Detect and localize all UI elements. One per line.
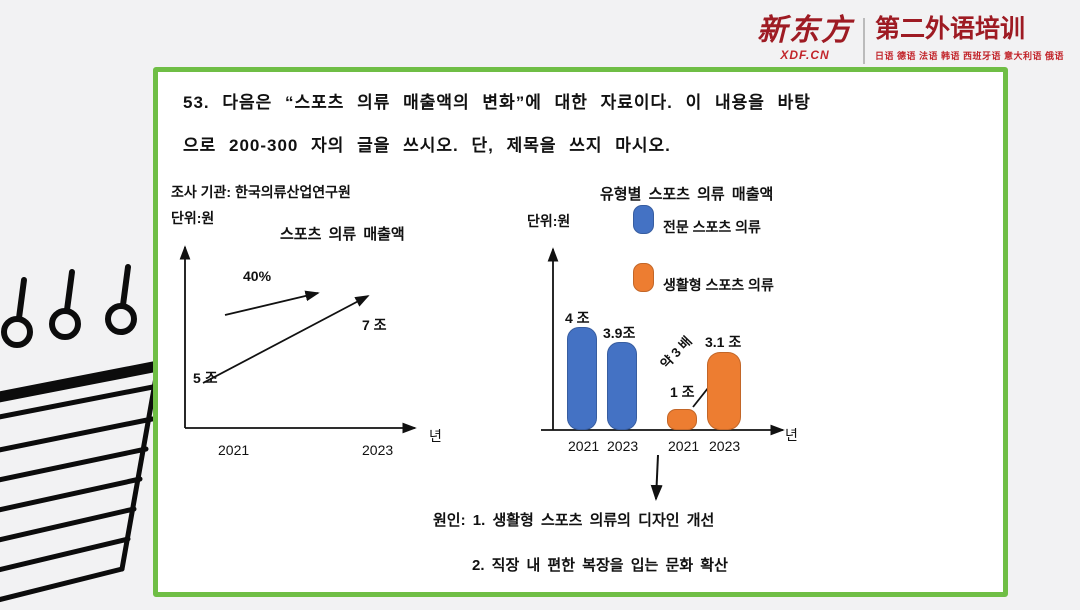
legend-swatch-lifestyle <box>633 263 654 292</box>
notebook-doodle-icon <box>0 264 164 603</box>
bar-value-professional-2023: 3.9조 <box>603 325 636 341</box>
bar-value-lifestyle-2023: 3.1 조 <box>705 334 742 350</box>
brand-logo-right: 第二外语培训 日语 德语 法语 韩语 西班牙语 意大利语 俄语 <box>874 15 1064 62</box>
legend-swatch-professional <box>633 205 654 234</box>
brand-division: 第二外语培训 <box>874 15 1025 43</box>
right-chart-title: 유형별 스포츠 의류 매출액 <box>600 186 774 203</box>
growth-percent-label: 40% <box>243 268 272 284</box>
line-chart-axes <box>179 245 417 434</box>
value-5jo-label: 5 조 <box>193 370 218 386</box>
bar-professional-2021 <box>567 327 597 430</box>
right-tick-2021-a: 2021 <box>568 438 600 454</box>
question-panel: 53. 다음은 “스포츠 의류 매출액의 변화”에 대한 자료이다. 이 내용을… <box>153 67 1008 597</box>
right-tick-2023-b: 2023 <box>709 438 741 454</box>
survey-source-label: 조사 기관: 한국의류산업연구원 <box>171 184 351 200</box>
bar-lifestyle-2023 <box>707 352 741 430</box>
right-axis-year-label: 년 <box>785 427 798 443</box>
legend-label-lifestyle: 생활형 스포츠 의류 <box>663 277 774 293</box>
brand-domain: XDF.CN <box>780 48 830 62</box>
legend-label-professional: 전문 스포츠 의류 <box>663 219 761 235</box>
question-line-2: 으로 200-300 자의 글을 쓰시오. 단, 제목을 쓰지 마시오. <box>183 136 671 155</box>
left-chart-title: 스포츠 의류 매출액 <box>280 226 405 243</box>
value-7jo-label: 7 조 <box>362 317 387 333</box>
cause-line-2: 2. 직장 내 편한 복장을 입는 문화 확산 <box>472 557 728 574</box>
bar-value-professional-2021: 4 조 <box>565 310 590 326</box>
cause-arrow-icon <box>650 454 663 501</box>
left-unit-label: 단위:원 <box>171 210 215 226</box>
left-tick-2023: 2023 <box>362 442 394 458</box>
brand-languages: 日语 德语 法语 韩语 西班牙语 意大利语 俄语 <box>874 50 1064 61</box>
brand-name: 新东方 <box>756 14 853 47</box>
left-axis-year-label: 년 <box>429 428 442 444</box>
question-line-1: 53. 다음은 “스포츠 의류 매출액의 변화”에 대한 자료이다. 이 내용을… <box>183 93 811 112</box>
bar-lifestyle-2021 <box>667 409 697 430</box>
brand-logo-left: 新东方 XDF.CN <box>756 14 853 63</box>
left-tick-2021: 2021 <box>218 442 250 458</box>
brand-divider <box>862 18 865 64</box>
cause-line-1: 원인: 1. 생활형 스포츠 의류의 디자인 개선 <box>433 512 715 529</box>
brand-logo: 新东方 XDF.CN 第二外语培训 日语 德语 法语 韩语 西班牙语 意大利语 … <box>756 14 1064 64</box>
bar-value-lifestyle-2021: 1 조 <box>670 384 695 400</box>
right-tick-2021-b: 2021 <box>668 438 700 454</box>
right-unit-label: 단위:원 <box>527 213 571 229</box>
bar-professional-2023 <box>607 342 637 430</box>
right-tick-2023-a: 2023 <box>607 438 639 454</box>
